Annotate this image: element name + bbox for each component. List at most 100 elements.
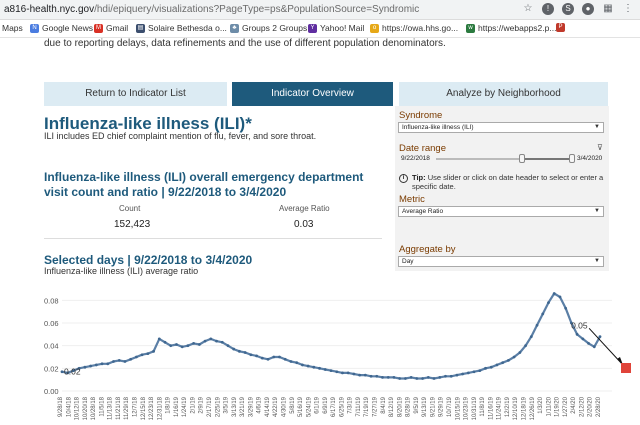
data-point [289, 360, 293, 363]
x-tick-label: 10/15/19 [455, 396, 461, 420]
ratio-value: 0.03 [294, 219, 314, 230]
data-point [89, 364, 93, 368]
x-tick-label: 6/9/19 [323, 396, 329, 413]
data-point [489, 365, 493, 369]
data-point [449, 374, 453, 378]
x-tick-label: 7/11/19 [356, 396, 362, 416]
data-point [197, 343, 201, 346]
data-point [598, 335, 602, 338]
data-point [60, 370, 64, 374]
info-icon[interactable]: ! [542, 3, 554, 15]
skype-icon[interactable]: S [562, 3, 574, 15]
data-point [386, 376, 390, 379]
bookmark-maps[interactable]: Maps [2, 23, 23, 33]
owa-icon: o [370, 23, 379, 33]
url-text[interactable]: a816-health.nyc.gov/hdi/epiquery/visuali… [4, 4, 419, 15]
data-point [77, 366, 81, 370]
x-tick-label: 2/20/20 [588, 396, 594, 417]
syndrome-label: Syndrome [399, 110, 443, 121]
data-point [547, 301, 550, 304]
x-tick-label: 11/29/18 [124, 396, 130, 420]
y-tick-label: 0.06 [44, 319, 59, 328]
date-slider-start-handle[interactable] [519, 154, 525, 163]
data-point [300, 363, 304, 367]
selected-days-title: Selected days | 9/22/2018 to 3/4/2020 [44, 253, 253, 267]
data-point [94, 363, 98, 367]
data-point [249, 353, 253, 357]
bookmark-red[interactable]: P [556, 23, 565, 32]
x-tick-label: 1/19/20 [555, 396, 561, 417]
date-slider-track[interactable] [436, 158, 572, 160]
address-bar[interactable]: a816-health.nyc.gov/hdi/epiquery/visuali… [0, 0, 640, 20]
data-point [369, 374, 373, 378]
data-point [426, 376, 430, 379]
bookmark-solaire[interactable]: ▤ Solaire Bethesda o... [136, 23, 227, 33]
x-tick-label: 11/21/18 [116, 396, 122, 420]
data-point [592, 345, 596, 349]
bookmark-star-icon[interactable]: ☆ [523, 3, 533, 14]
tab-analyze-by-neighborhood[interactable]: Analyze by Neighborhood [399, 82, 608, 106]
x-tick-label: 12/26/19 [530, 396, 536, 420]
data-point [501, 361, 505, 365]
data-point [363, 373, 367, 377]
news-icon: N [30, 23, 39, 33]
metric-select[interactable]: Average Ratio ▼ [398, 206, 604, 217]
data-point [558, 295, 562, 299]
indicator-title: Influenza-like illness (ILI)* [44, 114, 252, 133]
bookmark-webapps[interactable]: w https://webapps2.p... [466, 23, 556, 33]
data-point [398, 377, 402, 380]
bookmark-gmail[interactable]: M Gmail [94, 23, 129, 33]
url-domain: a816-health.nyc.gov [4, 4, 95, 15]
x-tick-label: 1/11/20 [546, 396, 552, 416]
date-slider-end-handle[interactable] [569, 154, 575, 163]
data-point [123, 360, 127, 363]
date-end[interactable]: 3/4/2020 [577, 155, 603, 162]
bookmark-google-news[interactable]: N Google News [30, 23, 93, 33]
x-tick-label: 9/28/18 [58, 396, 64, 417]
syndrome-value: Influenza-like illness (ILI) [402, 124, 474, 131]
count-label: Count [119, 204, 141, 213]
extension-icon[interactable]: ● [582, 3, 594, 15]
extension-grid-icon[interactable]: ▦ [603, 3, 613, 14]
chevron-down-icon: ▼ [594, 124, 600, 130]
data-point [295, 361, 299, 365]
yahoo-icon: Y [308, 23, 317, 33]
date-start[interactable]: 9/22/2018 [401, 155, 430, 162]
x-tick-label: 1/3/20 [538, 396, 544, 413]
aggregate-select[interactable]: Day ▼ [398, 256, 604, 267]
data-point [106, 362, 110, 366]
x-tick-label: 11/16/19 [488, 396, 494, 420]
data-point [461, 372, 465, 376]
bookmark-icon: ▤ [136, 23, 145, 33]
tab-indicator-overview[interactable]: Indicator Overview [232, 82, 393, 106]
end-value-label: 0.05 [571, 320, 588, 330]
x-tick-label: 3/29/19 [248, 396, 254, 417]
data-point [203, 339, 207, 343]
data-point [215, 339, 218, 343]
data-point [415, 377, 419, 380]
x-tick-label: 2/28/20 [596, 396, 602, 417]
x-tick-label: 11/24/19 [497, 396, 503, 420]
data-point [404, 377, 407, 380]
x-tick-label: 8/12/19 [389, 396, 395, 417]
x-tick-label: 12/2/19 [505, 396, 511, 417]
x-tick-label: 1/27/20 [563, 396, 569, 417]
aggregate-value: Day [402, 258, 414, 265]
syndrome-select[interactable]: Influenza-like illness (ILI) ▼ [398, 122, 604, 133]
bookmark-yahoo[interactable]: Y Yahoo! Mail [308, 23, 364, 33]
x-tick-label: 11/13/18 [108, 396, 114, 420]
ratio-label: Average Ratio [279, 204, 330, 213]
data-point [329, 369, 333, 372]
data-point [444, 374, 447, 378]
filter-clear-icon[interactable]: ⊽ [597, 143, 603, 152]
data-point [564, 306, 568, 310]
x-tick-label: 10/23/19 [464, 396, 470, 420]
data-point [117, 359, 121, 362]
x-tick-label: 12/10/19 [513, 396, 519, 420]
tab-return-to-list[interactable]: Return to Indicator List [44, 82, 227, 106]
bookmark-owa[interactable]: o https://owa.hhs.go... [370, 23, 458, 33]
menu-icon[interactable]: ⋮ [623, 3, 633, 14]
bookmark-groups[interactable]: ♣ Groups 2 Groups [230, 23, 307, 33]
data-point [306, 364, 310, 368]
data-point [352, 372, 356, 376]
